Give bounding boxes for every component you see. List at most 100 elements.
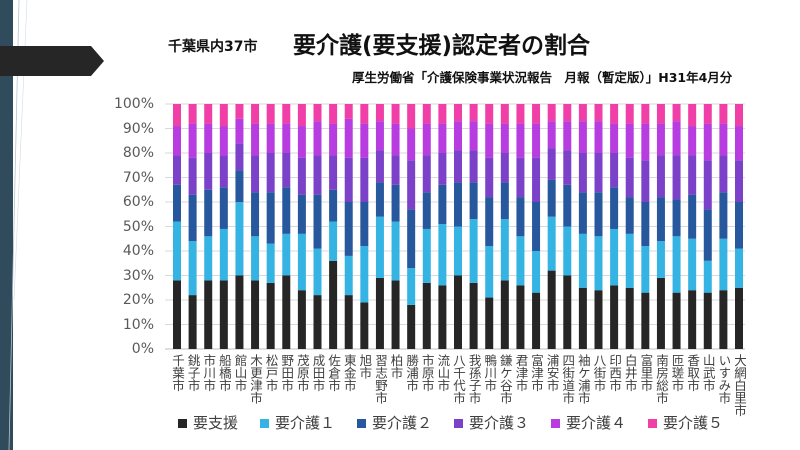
bar-segment bbox=[547, 270, 556, 349]
bar-segment bbox=[422, 282, 431, 349]
bar-segment bbox=[656, 104, 665, 124]
bar-segment bbox=[360, 302, 369, 349]
legend-label: 要介護４ bbox=[566, 414, 627, 432]
bar-segment bbox=[235, 275, 244, 349]
bar-segment bbox=[360, 104, 369, 124]
bar-segment bbox=[282, 104, 291, 124]
bar-segment bbox=[703, 104, 712, 124]
stacked-bar bbox=[485, 104, 494, 349]
bar-segment bbox=[672, 155, 681, 200]
bar-segment bbox=[578, 192, 587, 234]
bar-segment bbox=[266, 153, 275, 193]
bar-segment bbox=[532, 251, 541, 293]
x-tick-label: 松戸市 bbox=[263, 354, 279, 392]
bar-segment bbox=[344, 157, 353, 202]
bar-segment bbox=[391, 123, 400, 156]
stacked-bar bbox=[454, 104, 462, 349]
legend-swatch bbox=[454, 418, 463, 428]
x-tick-label: 野田市 bbox=[279, 354, 295, 392]
x-tick-label: 勝浦市 bbox=[404, 354, 420, 392]
x-tick-label: 千葉市 bbox=[170, 354, 185, 392]
legend-item-care-1: 要介護１ bbox=[260, 414, 335, 432]
stacked-bar bbox=[594, 104, 603, 349]
bar-segment bbox=[485, 104, 494, 124]
bar-segment bbox=[391, 155, 400, 185]
x-tick-label: 南房総市 bbox=[653, 354, 669, 404]
x-tick-label: 白井市 bbox=[622, 354, 638, 392]
bar-segment bbox=[625, 157, 634, 198]
bar-segment bbox=[344, 118, 353, 158]
bar-segment bbox=[485, 197, 494, 247]
bar-segment bbox=[407, 209, 416, 269]
bar-segment bbox=[188, 104, 197, 124]
x-tick-label: 佐倉市 bbox=[326, 354, 342, 392]
bar-segment bbox=[688, 104, 697, 127]
stacked-bar bbox=[469, 104, 478, 349]
bar-segment bbox=[688, 194, 697, 239]
stacked-bar bbox=[688, 104, 697, 349]
bar-segment bbox=[297, 126, 306, 158]
bar-segment bbox=[235, 202, 244, 276]
bar-segment bbox=[688, 126, 697, 156]
stacked-bar bbox=[266, 104, 275, 349]
bar-segment bbox=[547, 179, 556, 217]
legend-swatch bbox=[648, 418, 657, 428]
bar-segment bbox=[610, 123, 619, 153]
bar-segment bbox=[485, 246, 494, 298]
bar-segment bbox=[516, 236, 525, 286]
bar-segment bbox=[375, 216, 384, 278]
bar-segment bbox=[266, 192, 275, 244]
x-tick-label: 富里市 bbox=[638, 354, 654, 392]
bar-segment bbox=[719, 238, 728, 291]
bar-segment bbox=[297, 233, 306, 291]
y-tick-label: 0% bbox=[131, 341, 154, 357]
bar-segment bbox=[625, 197, 634, 234]
stacked-bar bbox=[173, 104, 181, 349]
bar-segment bbox=[360, 123, 369, 158]
stacked-bar bbox=[235, 104, 244, 349]
stacked-bar bbox=[407, 104, 416, 349]
bar-segment bbox=[454, 182, 462, 227]
bar-segment bbox=[610, 187, 619, 229]
x-tick-label: 館山市 bbox=[232, 354, 248, 392]
bar-segment bbox=[313, 121, 322, 156]
y-tick-label: 30% bbox=[122, 267, 154, 284]
x-tick-label: 流山市 bbox=[435, 354, 451, 392]
x-tick-label: いすみ市 bbox=[716, 354, 732, 404]
bar-segment bbox=[251, 280, 260, 349]
stacked-bar bbox=[703, 104, 712, 349]
bar-segment bbox=[251, 104, 260, 124]
bar-segment bbox=[266, 123, 275, 153]
bar-segment bbox=[173, 221, 181, 281]
legend-label: 要介護５ bbox=[663, 414, 724, 432]
bar-segment bbox=[329, 260, 338, 349]
bar-segment bbox=[688, 290, 697, 349]
bar-segment bbox=[204, 236, 213, 281]
x-tick-label: 匝瑳市 bbox=[669, 354, 685, 392]
bar-segment bbox=[532, 104, 541, 124]
bar-segment bbox=[173, 155, 181, 185]
y-tick-label: 100% bbox=[113, 96, 154, 112]
data-source-note: 厚生労働省「介護保険事業状況報告 月報（暫定版）」H31年4月分 bbox=[352, 70, 733, 85]
chart-title: 要介護(要支援)認定者の割合 bbox=[293, 33, 591, 59]
bar-segment bbox=[204, 123, 213, 153]
bar-segment bbox=[500, 280, 509, 349]
bar-segment bbox=[688, 155, 697, 195]
bar-segment bbox=[173, 104, 181, 127]
x-tick-label: 茂原市 bbox=[294, 354, 310, 392]
bar-segment bbox=[297, 290, 306, 349]
stacked-bar bbox=[610, 104, 619, 349]
bar-segment bbox=[266, 243, 275, 283]
stacked-bar bbox=[672, 104, 681, 349]
bar-segment bbox=[469, 150, 478, 183]
x-tick-label: 香取市 bbox=[685, 354, 701, 392]
bar-segment bbox=[516, 285, 525, 349]
stacked-bar bbox=[719, 104, 728, 349]
bar-segment bbox=[500, 153, 509, 183]
bar-segment bbox=[641, 104, 650, 124]
bar-segment bbox=[219, 126, 228, 156]
bar-segment bbox=[656, 277, 665, 349]
x-tick-label: 鎌ケ谷市 bbox=[497, 354, 513, 404]
x-tick-label: 富津市 bbox=[529, 354, 545, 392]
x-tick-label: 鴨川市 bbox=[482, 354, 498, 392]
